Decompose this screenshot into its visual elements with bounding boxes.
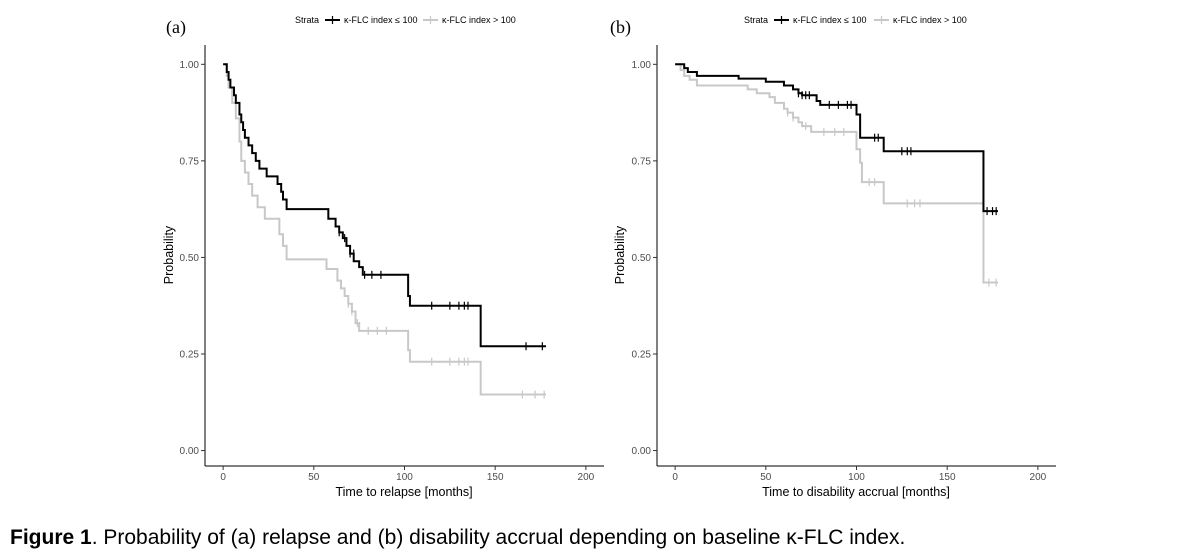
panel-a: (a) Strata κ-FLC index ≤ 100 κ-FLC index… (162, 15, 604, 499)
panel-b-x-tick-label-2: 100 (848, 472, 865, 483)
figure-caption-lead: Figure 1 (10, 526, 92, 549)
panel-a-legend-title: Strata (295, 15, 319, 25)
panel-b-y-tick-label-0: 0.00 (632, 446, 652, 457)
panel-a-y-title: Probability (162, 225, 176, 284)
panel-b-legend: Strata κ-FLC index ≤ 100 κ-FLC index > 1… (744, 15, 967, 25)
panel-b-y-tick-label-1: 0.25 (632, 349, 652, 360)
figure-canvas: (a) Strata κ-FLC index ≤ 100 κ-FLC index… (162, 15, 1056, 499)
panel-a-y-tick-label-3: 0.75 (180, 156, 200, 167)
panel-a-legend-label-low: κ-FLC index ≤ 100 (344, 15, 417, 25)
panel-a-legend-label-high: κ-FLC index > 100 (442, 15, 516, 25)
panel-b-series-high-line (675, 63, 998, 284)
panel-a-x-title: Time to relapse [months] (335, 485, 472, 499)
figure-caption-text: . Probability of (a) relapse and (b) dis… (91, 526, 906, 549)
panel-a-x-tick-label-3: 150 (487, 472, 504, 483)
panel-a-y-tick-label-2: 0.50 (180, 253, 200, 264)
figure-caption: Figure 1. Probability of (a) relapse and… (10, 526, 905, 550)
panel-a-x-tick-label-0: 0 (220, 472, 226, 483)
panel-a-x-tick-label-1: 50 (308, 472, 320, 483)
panel-b-x-tick-label-1: 50 (760, 472, 772, 483)
panel-a-x-tick-label-4: 200 (578, 472, 595, 483)
panel-b-y-tick-label-2: 0.50 (632, 253, 652, 264)
panel-b-y-tick-label-3: 0.75 (632, 156, 652, 167)
panel-a-y-tick-label-4: 1.00 (180, 60, 200, 71)
panel-b-series (675, 63, 998, 287)
panel-a-label: (a) (166, 17, 186, 38)
panel-b-x-tick-label-3: 150 (939, 472, 956, 483)
panel-b-ticks: 0 50 100 150 200 0.00 0.25 0.50 0.75 1.00 (632, 60, 1047, 483)
panel-b-x-tick-label-4: 200 (1030, 472, 1047, 483)
panel-b-y-tick-label-4: 1.00 (632, 60, 652, 71)
panel-a-ticks: 0 50 100 150 200 0.00 0.25 0.50 0.75 1.00 (180, 60, 595, 483)
panel-a-series (223, 63, 546, 399)
panel-b-legend-title: Strata (744, 15, 768, 25)
panel-a-x-tick-label-2: 100 (396, 472, 413, 483)
panel-b-x-tick-label-0: 0 (672, 472, 678, 483)
panel-b-x-title: Time to disability accrual [months] (762, 485, 950, 499)
panel-b-label: (b) (610, 17, 631, 38)
panel-a-series-low-line (223, 63, 546, 348)
panel-a-y-tick-label-0: 0.00 (180, 446, 200, 457)
panel-b-y-title: Probability (613, 225, 627, 284)
panel-a-y-tick-label-1: 0.25 (180, 349, 200, 360)
panel-a-legend: Strata κ-FLC index ≤ 100 κ-FLC index > 1… (295, 15, 516, 25)
panel-b-legend-label-low: κ-FLC index ≤ 100 (793, 15, 866, 25)
panel-b-legend-label-high: κ-FLC index > 100 (893, 15, 967, 25)
panel-b: (b) Strata κ-FLC index ≤ 100 κ-FLC index… (610, 15, 1056, 499)
panel-a-series-high-line (223, 63, 546, 396)
